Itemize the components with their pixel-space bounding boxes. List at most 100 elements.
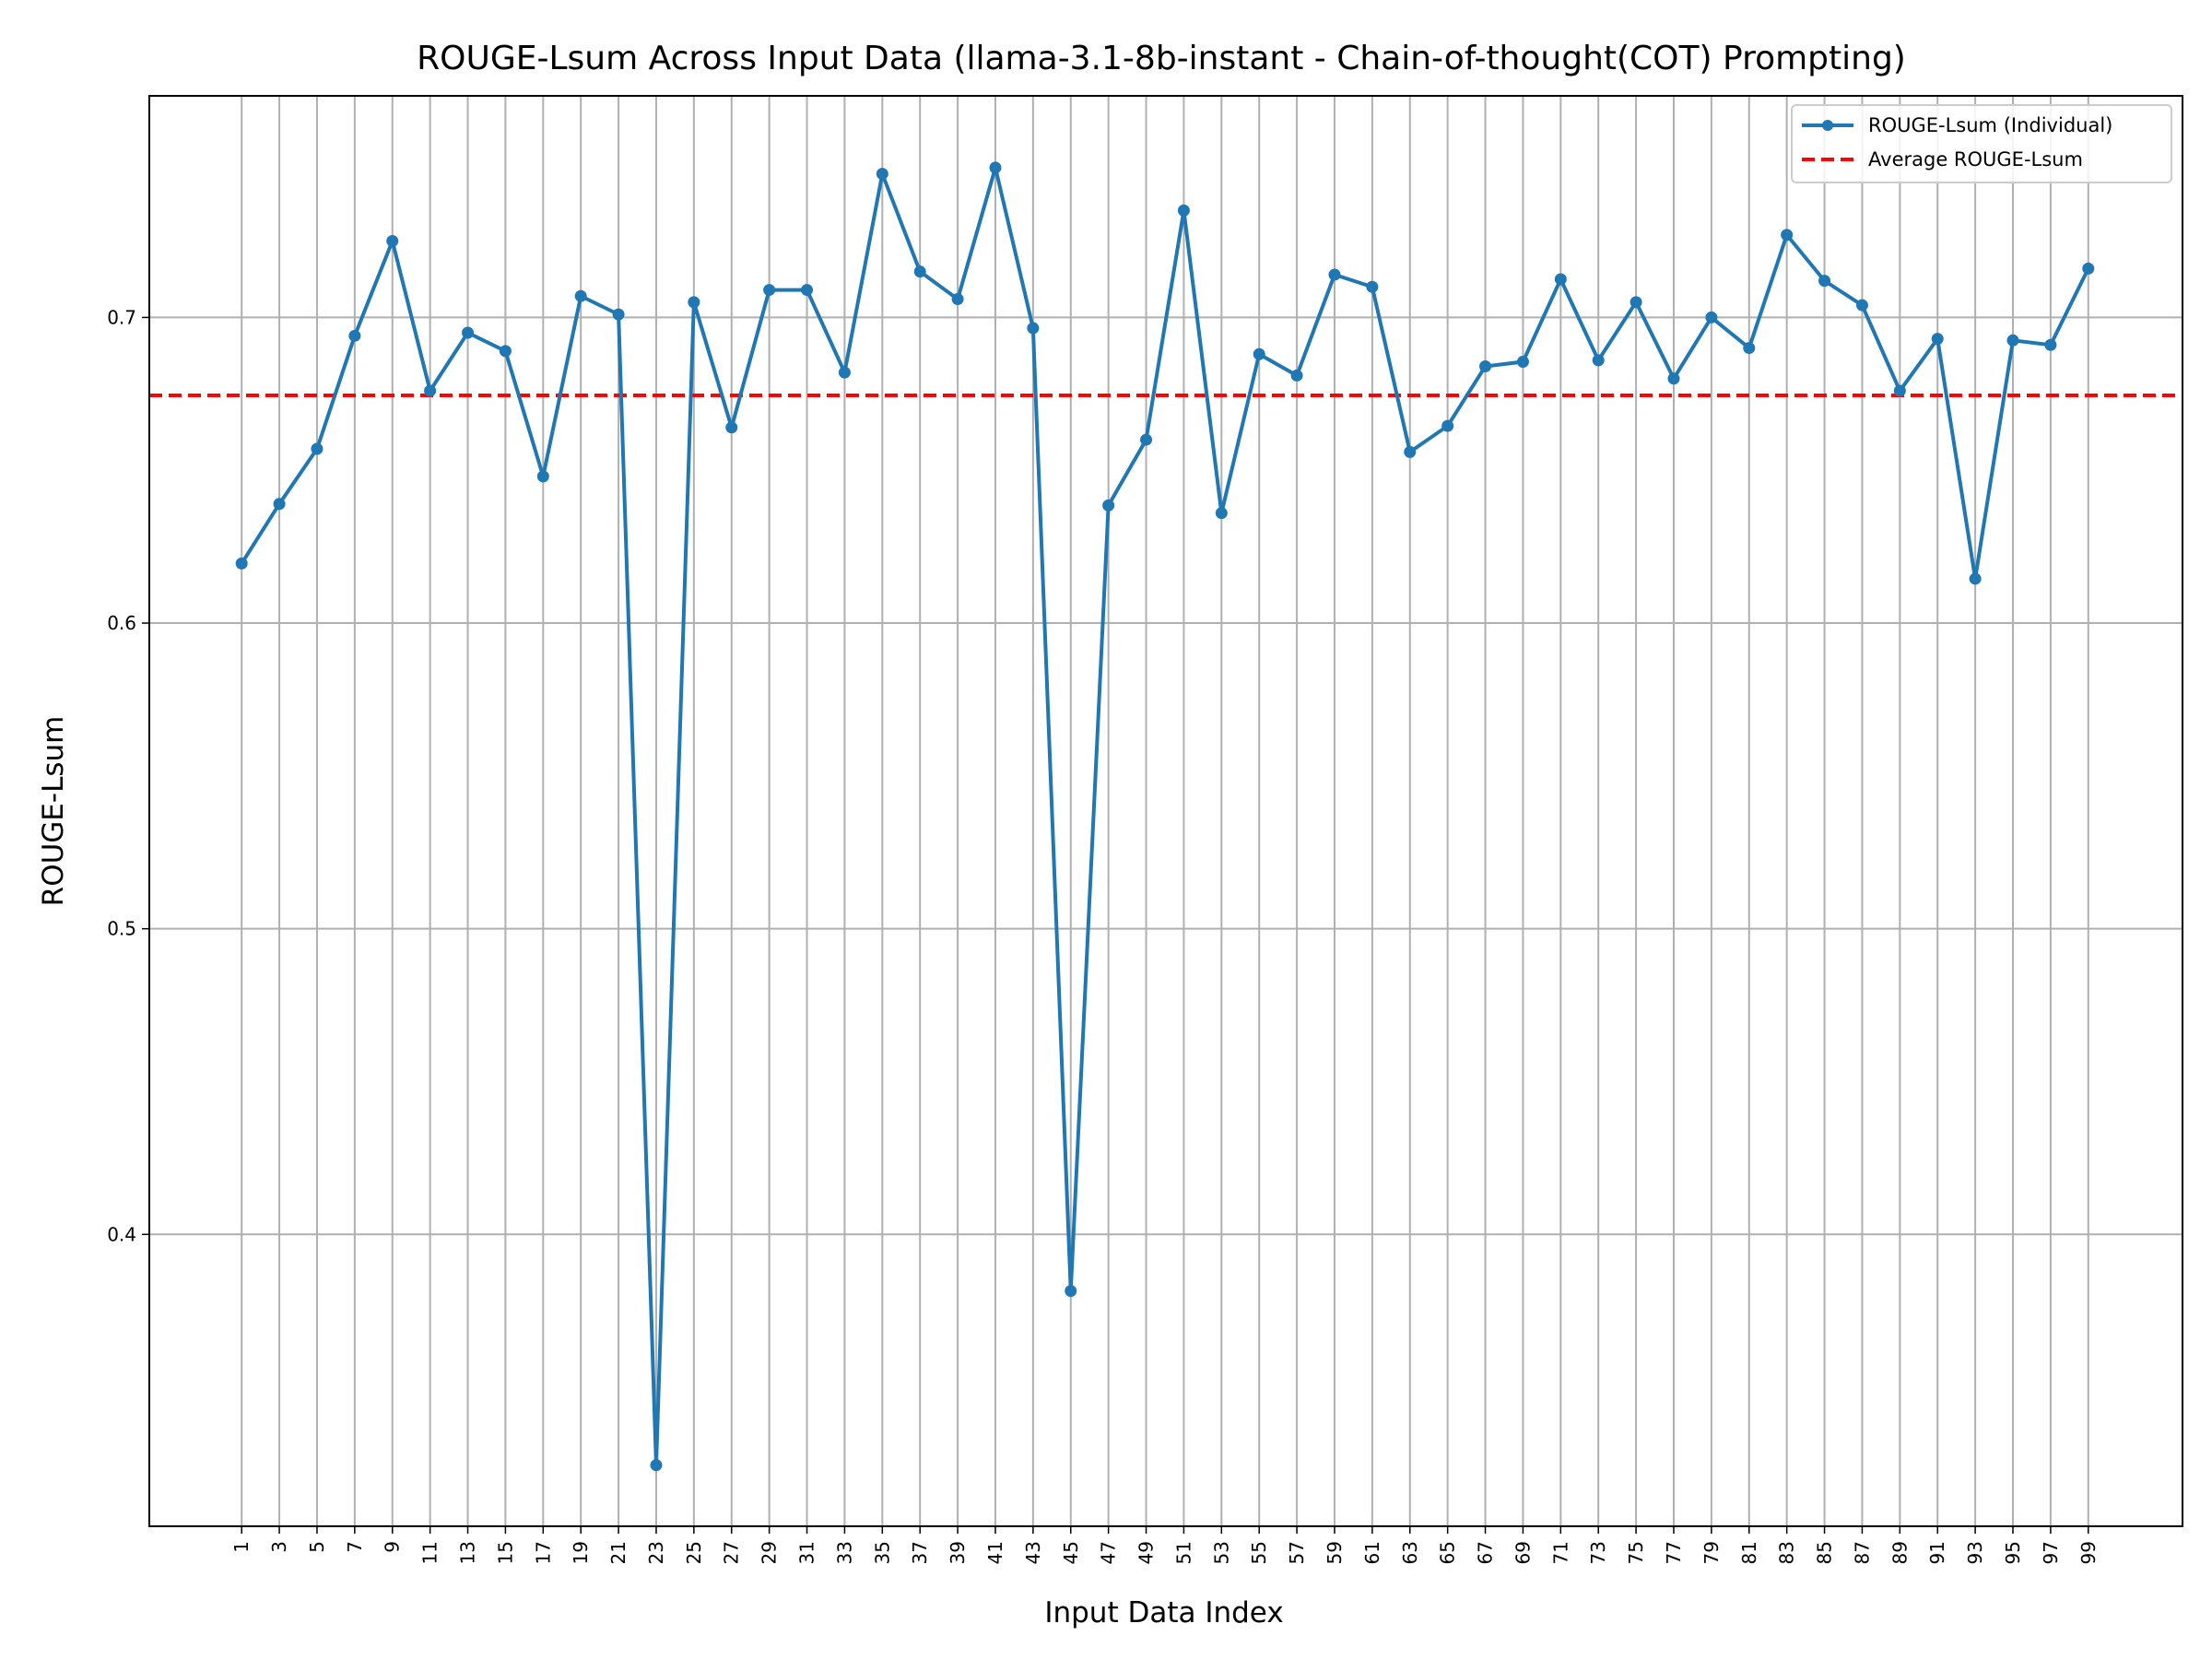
y-tick-label: 0.5 (107, 918, 136, 940)
x-tick-label: 21 (607, 1541, 629, 1564)
x-tick-label: 63 (1399, 1541, 1421, 1564)
data-point (273, 498, 286, 511)
data-point (1479, 359, 1492, 372)
data-point (1177, 204, 1190, 217)
data-point (1818, 275, 1831, 288)
x-tick-label: 29 (759, 1541, 781, 1564)
x-tick-label: 67 (1475, 1541, 1497, 1564)
x-tick-label: 35 (871, 1541, 893, 1564)
x-tick-label: 97 (2040, 1541, 2062, 1564)
x-tick-label: 23 (645, 1541, 667, 1564)
x-tick-label: 57 (1286, 1541, 1308, 1564)
data-point (612, 308, 625, 321)
data-point (536, 470, 549, 483)
x-tick-label: 43 (1022, 1541, 1044, 1564)
x-tick-label: 87 (1851, 1541, 1873, 1564)
data-point (462, 326, 475, 339)
legend-series-label: ROUGE-Lsum (Individual) (1868, 114, 2112, 136)
data-point (989, 161, 1002, 174)
x-tick-label: 79 (1700, 1541, 1723, 1564)
x-tick-label: 89 (1888, 1541, 1911, 1564)
data-point (1253, 347, 1265, 360)
data-point (1630, 296, 1642, 309)
data-point (1441, 419, 1454, 432)
x-tick-label: 19 (570, 1541, 592, 1564)
legend-average-label: Average ROUGE-Lsum (1868, 148, 2083, 171)
x-tick-label: 99 (2077, 1541, 2100, 1564)
y-ticks: 0.4 0.5 0.6 0.7 (107, 306, 149, 1245)
x-tick-label: 1 (230, 1541, 253, 1553)
x-tick-label: 47 (1098, 1541, 1120, 1564)
data-point (1102, 499, 1115, 512)
x-tick-label: 3 (268, 1541, 290, 1553)
x-tick-label: 51 (1172, 1541, 1194, 1564)
data-point (1667, 372, 1680, 385)
data-point (386, 235, 399, 248)
x-tick-label: 61 (1361, 1541, 1383, 1564)
x-tick-label: 15 (494, 1541, 516, 1564)
data-point (1027, 322, 1040, 335)
x-tick-label: 39 (947, 1541, 969, 1564)
x-tick-label: 31 (796, 1541, 818, 1564)
data-point (763, 284, 776, 297)
y-axis-label: ROUGE-Lsum (37, 716, 70, 907)
y-tick-label: 0.4 (107, 1223, 136, 1245)
series-group (235, 161, 2095, 1472)
data-point (725, 421, 738, 434)
data-point (499, 345, 512, 358)
data-point (1290, 369, 1303, 382)
series-line (240, 165, 2090, 1467)
x-tick-label: 75 (1625, 1541, 1647, 1564)
data-point (2006, 334, 2019, 347)
x-tick-label: 83 (1776, 1541, 1798, 1564)
x-tick-label: 91 (1926, 1541, 1948, 1564)
x-tick-label: 59 (1324, 1541, 1346, 1564)
y-tick-label: 0.6 (107, 612, 136, 634)
x-tick-label: 49 (1135, 1541, 1158, 1564)
x-tick-label: 11 (419, 1541, 441, 1564)
data-point (838, 366, 851, 379)
x-tick-label: 93 (1964, 1541, 1986, 1564)
data-point (348, 329, 361, 342)
data-point (1781, 229, 1794, 241)
y-tick-label: 0.7 (107, 306, 136, 328)
x-axis-label: Input Data Index (1044, 1596, 1283, 1630)
x-tick-label: 45 (1060, 1541, 1082, 1564)
chart-title: ROUGE-Lsum Across Input Data (llama-3.1-… (417, 40, 1906, 77)
x-tick-label: 37 (909, 1541, 931, 1564)
data-point (1328, 268, 1341, 281)
data-point (951, 293, 964, 306)
x-tick-label: 95 (2002, 1541, 2024, 1564)
data-point (876, 168, 888, 181)
data-point (574, 289, 587, 302)
data-point (2044, 338, 2057, 351)
plot-frame (148, 95, 2183, 1527)
x-tick-label: 5 (306, 1541, 328, 1553)
data-point (311, 442, 324, 455)
data-point (1140, 433, 1153, 446)
data-point (688, 296, 700, 309)
x-ticks: 1 3 5 7 9 11 13 15 17 19 21 23 25 27 29 31 33 35 37 39 41 43 4… (230, 1526, 2100, 1564)
x-tick-label: 13 (457, 1541, 479, 1564)
data-point (1554, 273, 1567, 286)
data-point (424, 384, 437, 397)
data-point (1366, 280, 1379, 293)
data-point (913, 265, 926, 278)
data-point (1404, 445, 1417, 458)
x-tick-label: 53 (1210, 1541, 1232, 1564)
x-tick-label: 41 (984, 1541, 1006, 1564)
data-point (1592, 354, 1605, 367)
x-tick-label: 25 (683, 1541, 705, 1564)
legend-box (1791, 104, 2172, 183)
data-point (650, 1459, 663, 1472)
data-point (235, 557, 248, 570)
data-point (1743, 342, 1756, 355)
x-tick-label: 9 (382, 1541, 404, 1553)
x-tick-label: 69 (1512, 1541, 1534, 1564)
data-point (1855, 299, 1868, 312)
data-point (1065, 1285, 1077, 1298)
x-tick-label: 85 (1814, 1541, 1836, 1564)
legend: ROUGE-Lsum (Individual) Average ROUGE-Ls… (1791, 104, 2172, 183)
